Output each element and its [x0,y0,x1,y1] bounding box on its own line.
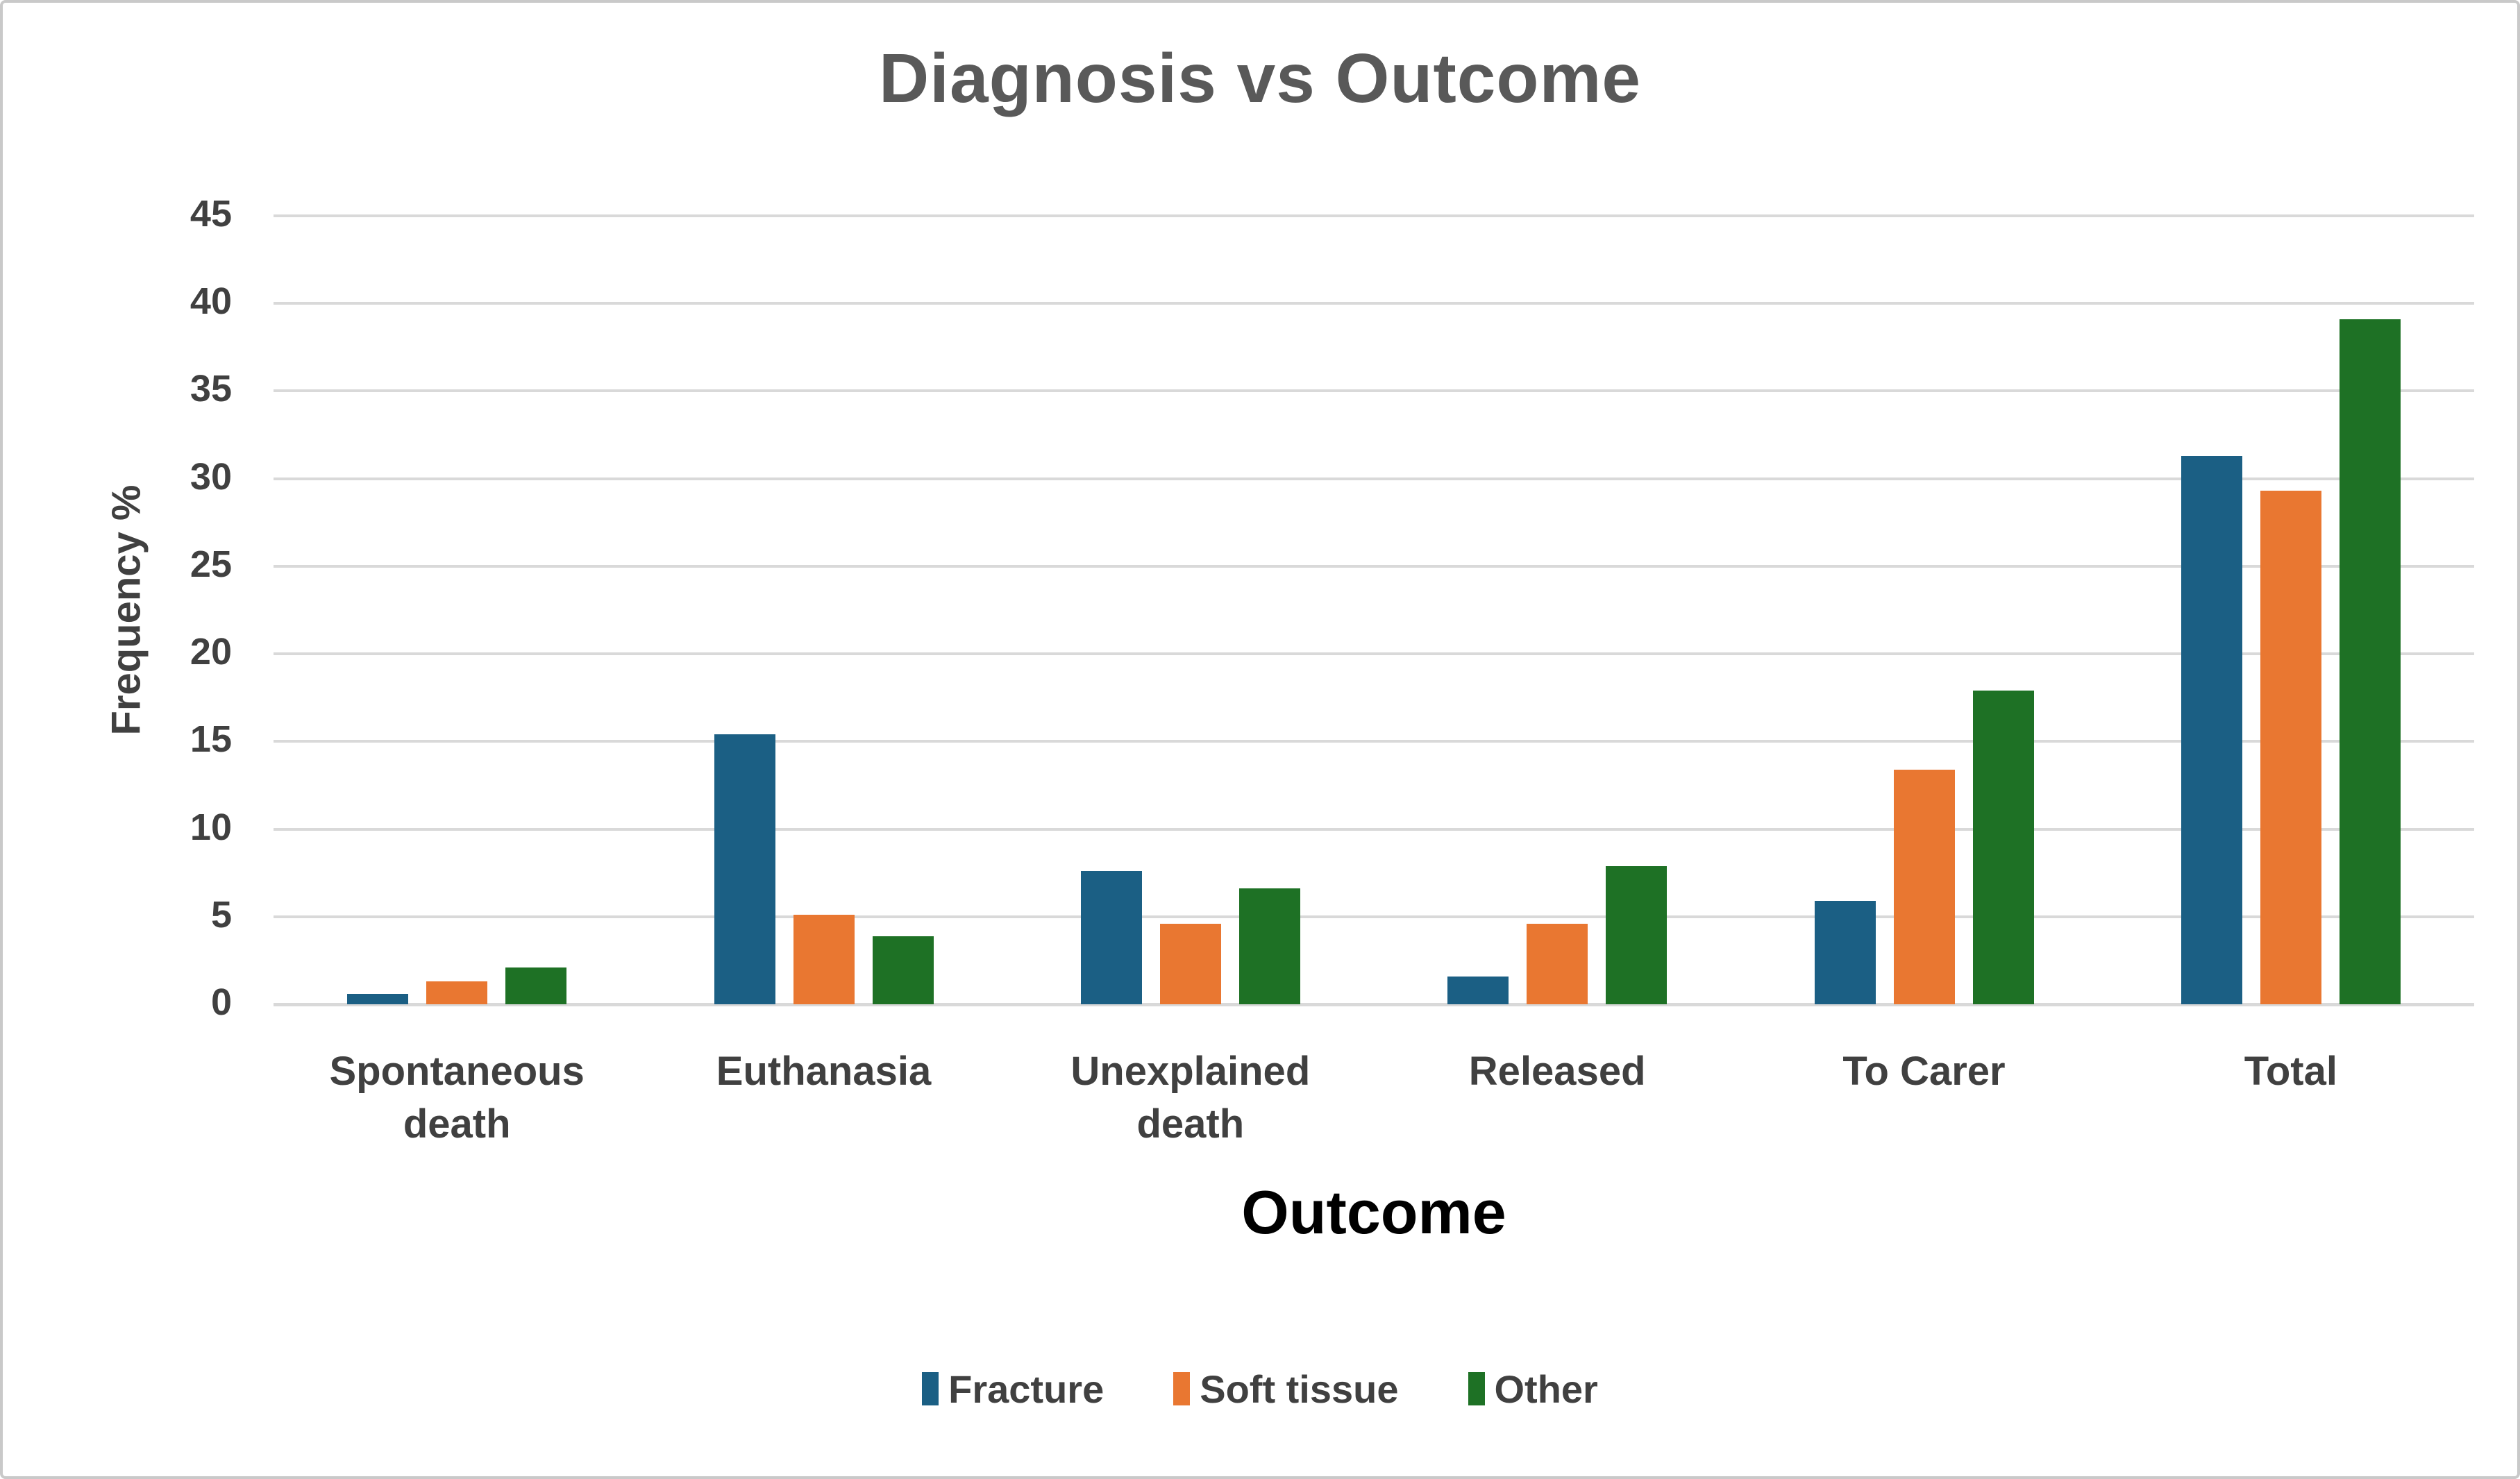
bar-fracture [714,734,775,1004]
gridline [274,827,2474,831]
category-label: To Carer [1842,1049,2006,1094]
category-label: Unexplained death [1070,1049,1311,1147]
y-tick-label: 25 [190,543,232,585]
y-tick-label: 40 [190,280,232,323]
bar-soft-tissue [1527,923,1588,1004]
legend-item-fracture: Fracture [922,1367,1104,1412]
legend-swatch-icon [922,1372,939,1405]
gridline [274,1002,2474,1006]
bar-other [872,936,934,1004]
gridline [274,389,2474,393]
bar-soft-tissue [2260,491,2321,1004]
legend-label: Soft tissue [1200,1367,1399,1411]
y-tick-label: 30 [190,455,232,498]
chart-title: Diagnosis vs Outcome [878,40,1642,117]
x-axis-title: Outcome [1241,1178,1506,1246]
y-tick-label: 20 [190,631,232,673]
gridline [274,915,2474,918]
bar-fracture [1080,871,1142,1004]
bar-soft-tissue [793,915,855,1004]
y-tick-label: 35 [190,368,232,410]
bar-other [505,967,567,1004]
gridline [274,740,2474,743]
legend-label: Fracture [948,1367,1104,1411]
category-label: Total [2244,1049,2337,1094]
bar-other [2339,319,2401,1004]
gridline [274,302,2474,305]
bar-other [1972,691,2034,1004]
y-axis-title: Frequency % [103,484,149,736]
bar-soft-tissue [426,981,488,1004]
bar-fracture [2181,455,2242,1004]
legend-label: Other [1494,1367,1598,1411]
y-tick-label: 5 [210,893,232,936]
category-label: Released [1468,1049,1646,1094]
y-tick-label: 15 [190,718,232,761]
bar-fracture [1447,976,1509,1004]
category-label: Euthanasia [716,1049,932,1094]
y-tick-label: 0 [210,981,232,1023]
bar-fracture [1814,901,1876,1004]
bar-soft-tissue [1893,769,1955,1004]
category-label: Spontaneous death [329,1049,585,1147]
legend-swatch-icon [1468,1372,1485,1405]
y-tick-label: 45 [190,193,232,235]
legend-item-other: Other [1468,1367,1598,1412]
legend: Fracture Soft tissue Other [3,1358,2517,1420]
bar-other [1238,888,1300,1004]
gridline [274,652,2474,656]
legend-item-soft-tissue: Soft tissue [1173,1367,1399,1412]
gridline [274,214,2474,217]
bar-other [1606,865,1668,1004]
bar-fracture [347,993,409,1004]
gridline [274,477,2474,480]
y-tick-label: 10 [190,806,232,848]
gridline [274,564,2474,568]
bar-soft-tissue [1159,923,1221,1004]
legend-swatch-icon [1173,1372,1191,1405]
